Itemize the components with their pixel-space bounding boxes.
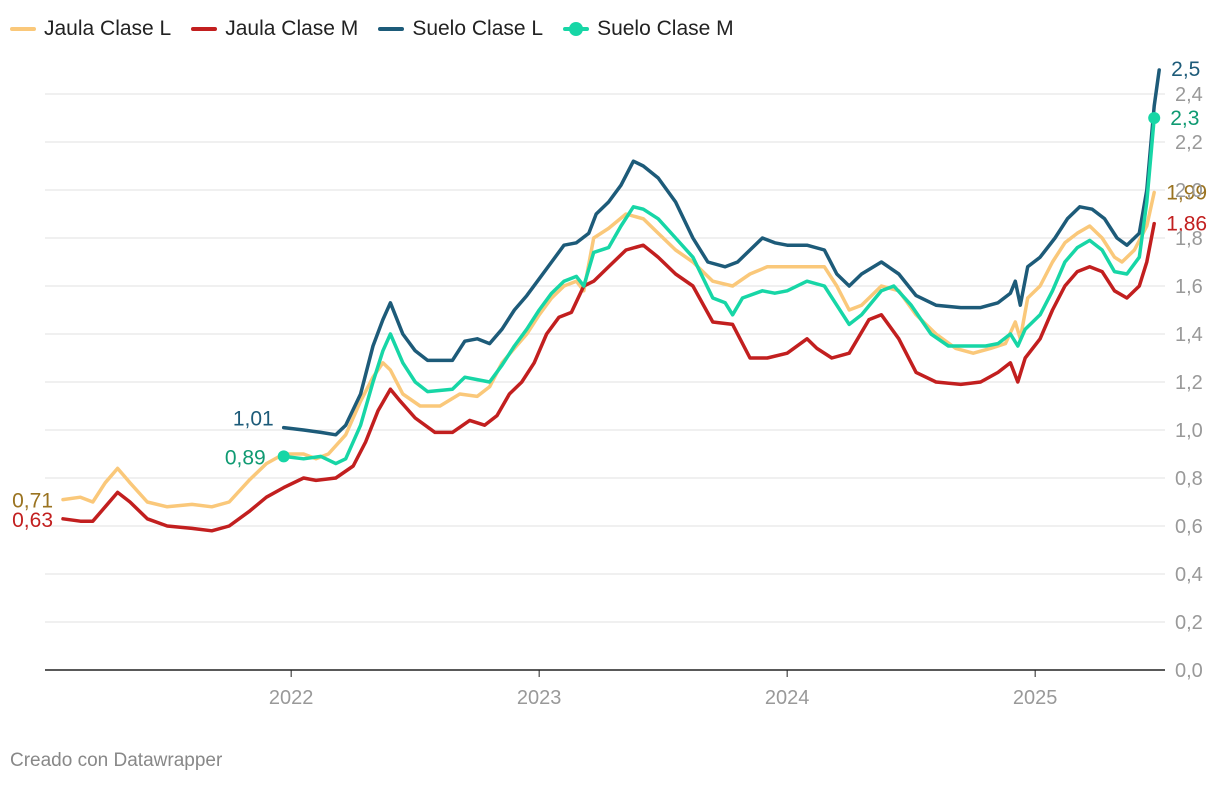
y-tick-label: 2,0: [1175, 180, 1203, 202]
gridlines: [45, 93, 1165, 623]
legend-label-suelo-l: Suelo Clase L: [412, 17, 544, 40]
y-tick-label: 1,0: [1175, 420, 1203, 442]
series-end-label: 2,3: [1170, 107, 1199, 130]
x-tick-label: 2025: [1013, 687, 1058, 709]
legend-label-jaula-l: Jaula Clase L: [44, 17, 172, 40]
series-labels: 0,71 1,99 0,63 1,86 1,01 2,5 0,89 2,3: [12, 58, 1207, 532]
series-start-label: 0,63: [12, 509, 53, 532]
series-end-label: 1,86: [1166, 213, 1207, 236]
y-tick-label: 0,8: [1175, 468, 1203, 490]
series-line-3: [281, 116, 1156, 466]
x-tick-label: 2022: [269, 687, 314, 709]
y-tick-label: 1,6: [1175, 276, 1203, 298]
legend-swatch-jaula-l: [10, 27, 36, 31]
legend-item-suelo-m[interactable]: Suelo Clase M: [563, 17, 734, 41]
legend-label-suelo-m: Suelo Clase M: [597, 17, 734, 40]
y-tick-label: 1,2: [1175, 372, 1203, 394]
y-tick-label: 2,2: [1175, 132, 1203, 154]
series-start-label: 0,71: [12, 490, 53, 513]
legend-item-jaula-m[interactable]: Jaula Clase M: [191, 17, 358, 41]
series-start-label: 1,01: [233, 408, 274, 431]
y-tick-label: 1,4: [1175, 324, 1203, 346]
series-line-2: [281, 68, 1161, 437]
x-tick-label: 2024: [765, 687, 810, 709]
series-line-0: [61, 190, 1156, 509]
series-end-label: 2,5: [1171, 58, 1200, 81]
y-tick-label: 1,8: [1175, 228, 1203, 250]
series-start-label: 0,89: [225, 446, 266, 469]
y-tick-label: 2,4: [1175, 84, 1203, 106]
y-tick-label: 0,0: [1175, 660, 1203, 682]
series-end-dot: [1148, 112, 1161, 124]
legend-item-suelo-l[interactable]: Suelo Clase L: [378, 17, 543, 41]
legend-swatch-jaula-m: [191, 27, 218, 31]
legend: Jaula Clase L Jaula Clase M Suelo Clase …: [10, 17, 734, 41]
y-tick-label: 0,4: [1175, 564, 1203, 586]
series-end-label: 1,99: [1166, 181, 1207, 204]
axes: 0,00,20,40,60,81,01,21,41,61,82,02,22,42…: [45, 84, 1203, 709]
series-start-dot: [277, 450, 290, 463]
series-lines: [61, 68, 1161, 533]
legend-label-jaula-m: Jaula Clase M: [225, 17, 359, 40]
x-tick-label: 2023: [517, 687, 562, 709]
footer-credit: Creado con Datawrapper: [10, 750, 223, 771]
legend-item-jaula-l[interactable]: Jaula Clase L: [10, 17, 171, 41]
y-tick-label: 0,2: [1175, 612, 1203, 634]
legend-swatch-suelo-m: [563, 22, 590, 36]
series-line-1: [61, 221, 1156, 533]
y-tick-label: 0,6: [1175, 516, 1203, 538]
legend-dot-suelo-m: [569, 22, 584, 36]
legend-swatch-suelo-l: [378, 27, 405, 31]
